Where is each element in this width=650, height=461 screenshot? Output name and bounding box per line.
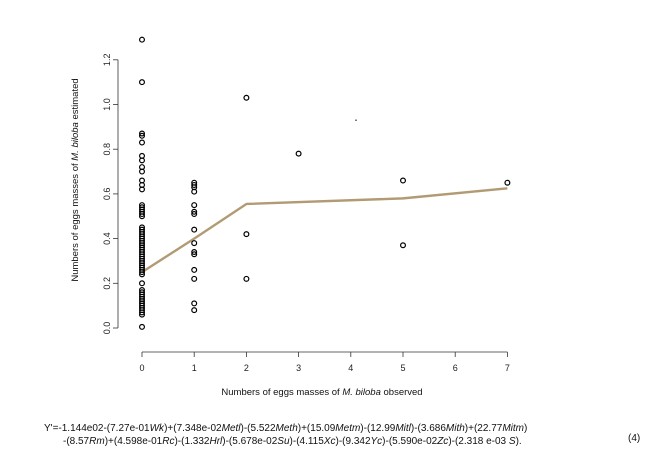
y-tick-label: 0.0 [102,322,112,335]
data-point [139,309,146,316]
data-point [191,181,198,188]
data-point [139,311,146,318]
data-point [139,132,146,139]
y-axis-label: Numbers of eggs masses of M. biloba esti… [70,78,81,281]
data-point [191,202,198,209]
data-point [191,251,198,258]
data-point [139,36,146,43]
data-point [400,177,407,184]
x-tick-label: 6 [453,363,458,373]
data-point [139,269,146,276]
x-tick-label: 5 [400,363,405,373]
data-point [139,130,146,137]
x-tick-label: 1 [192,363,197,373]
data-point [191,211,198,218]
data-point [191,249,198,256]
y-tick-label: 0.8 [102,143,112,156]
x-tick-label: 0 [139,363,144,373]
data-point [139,271,146,278]
data-point [139,139,146,146]
data-point [139,323,146,330]
data-point [243,94,250,101]
equation-line-1: Y'=-1.144e02-(7.27e-01Wk)+(7.348e-02Metl… [44,423,528,434]
data-point [295,150,302,157]
x-tick-label: 3 [296,363,301,373]
data-point [139,213,146,220]
y-tick-label: 0.6 [102,188,112,201]
data-point [191,188,198,195]
y-tick-label: 1.2 [102,54,112,67]
data-point [400,242,407,249]
y-axis: 0.0 0.2 0.4 0.6 0.8 1.0 1.2 [102,54,119,335]
data-point [139,79,146,86]
fit-line-group [141,187,508,274]
x-axis-label: Numbers of eggs masses of M. biloba obse… [221,387,422,398]
data-point [243,231,250,238]
data-point [139,168,146,175]
data-point [243,275,250,282]
data-point [191,226,198,233]
data-point [139,157,146,164]
data-point [191,266,198,273]
regression-equation: Y'=-1.144e02-(7.27e-01Wk)+(7.348e-02Metl… [44,422,604,448]
x-tick-label: 7 [505,363,510,373]
stray-dot [355,119,357,121]
y-tick-label: 0.4 [102,232,112,245]
data-point [139,280,146,287]
data-point [191,240,198,247]
equation-line-2: -(8.57Rm)+(4.598e-01Rc)-(1.332Hrl)-(5.67… [63,436,522,447]
data-point [191,208,198,215]
data-point [191,300,198,307]
data-point [139,186,146,193]
equation-number: (4) [628,433,641,444]
data-point [139,211,146,218]
y-tick-label: 0.2 [102,277,112,290]
data-point [191,275,198,282]
data-point [504,179,511,186]
data-point [191,307,198,314]
x-tick-label: 4 [348,363,353,373]
x-axis: 0 1 2 3 4 5 6 7 [139,351,510,373]
points-group [139,36,511,330]
x-tick-label: 2 [244,363,249,373]
fit-line [141,187,508,274]
y-tick-label: 1.0 [102,98,112,111]
scatter-chart: 0 1 2 3 4 5 6 7 0.0 0.2 0.4 0.6 0.8 1.0 1.2 Numbers o… [70,36,511,398]
